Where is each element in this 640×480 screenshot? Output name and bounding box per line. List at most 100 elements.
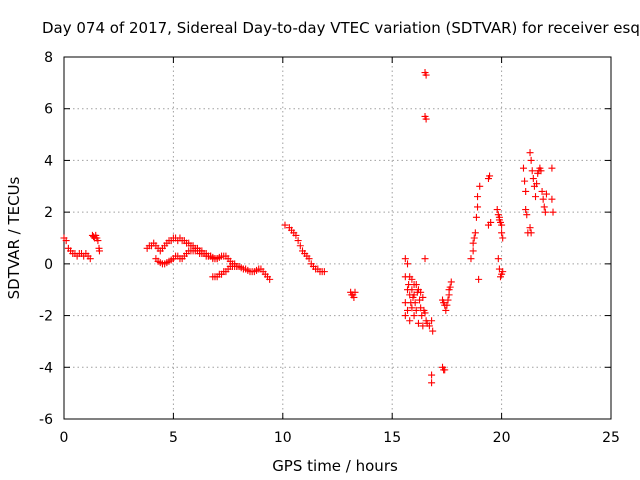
data-point <box>447 278 455 286</box>
data-point <box>522 187 530 195</box>
data-point <box>537 167 545 175</box>
series-segment <box>88 231 103 255</box>
data-point <box>487 218 495 226</box>
y-tick-label: -2 <box>39 309 53 325</box>
data-point <box>499 234 507 242</box>
data-point <box>519 164 527 172</box>
data-point <box>538 187 546 195</box>
data-point <box>95 247 103 255</box>
data-point <box>532 193 540 201</box>
data-point <box>494 255 502 263</box>
series-segment <box>281 221 328 276</box>
data-point <box>499 268 507 276</box>
data-point <box>429 327 437 335</box>
data-point <box>411 299 419 307</box>
data-point <box>529 175 537 183</box>
data-point <box>474 193 482 201</box>
data-point <box>498 221 506 229</box>
data-point <box>408 275 416 283</box>
y-tick-label: 0 <box>44 257 53 273</box>
x-tick-labels: 0 5 10 15 20 25 <box>60 430 620 446</box>
data-point <box>486 172 494 180</box>
grid <box>64 57 611 419</box>
data-point <box>470 234 478 242</box>
x-tick-label: 15 <box>383 430 401 446</box>
data-point <box>476 182 484 190</box>
data-point <box>521 177 529 185</box>
series-segment <box>347 288 359 301</box>
data-point <box>443 301 451 309</box>
data-point <box>281 221 289 229</box>
data-points <box>60 69 557 387</box>
x-tick-label: 0 <box>60 430 69 446</box>
x-axis-label: GPS time / hours <box>272 457 398 475</box>
data-point <box>351 288 359 296</box>
data-point <box>540 203 548 211</box>
data-point <box>408 304 416 312</box>
data-point <box>469 239 477 247</box>
data-point <box>408 286 416 294</box>
data-point <box>410 312 418 320</box>
data-point <box>421 309 429 317</box>
data-point <box>422 115 430 123</box>
data-point <box>404 306 412 314</box>
data-point <box>401 312 409 320</box>
data-point <box>417 288 425 296</box>
data-point <box>62 237 70 245</box>
data-point <box>498 229 506 237</box>
data-point <box>425 322 433 330</box>
data-point <box>446 283 454 291</box>
data-point <box>541 208 549 216</box>
data-point <box>428 317 436 325</box>
data-point <box>305 255 313 263</box>
data-point <box>266 275 274 283</box>
data-point <box>401 255 409 263</box>
data-point <box>294 237 302 245</box>
data-point <box>549 208 557 216</box>
axis-ticks <box>63 56 612 420</box>
series-segment <box>439 278 455 374</box>
data-point <box>527 156 535 164</box>
data-point <box>412 306 420 314</box>
series-segment <box>421 69 430 123</box>
data-point <box>419 293 427 301</box>
y-tick-label: 4 <box>44 153 53 169</box>
y-tick-labels: -6 -4 -2 0 2 4 6 8 <box>39 50 53 428</box>
data-point <box>495 216 503 224</box>
data-point <box>421 255 429 263</box>
data-point <box>94 237 102 245</box>
data-point <box>320 268 328 276</box>
data-point <box>442 306 450 314</box>
data-point <box>419 322 427 330</box>
series-segment <box>401 255 437 387</box>
data-point <box>86 255 94 263</box>
data-point <box>441 366 449 374</box>
y-tick-label: 2 <box>44 205 53 221</box>
data-point <box>412 281 420 289</box>
data-point <box>475 275 483 283</box>
y-tick-label: 6 <box>44 102 53 118</box>
data-point <box>527 229 535 237</box>
data-point <box>493 206 501 214</box>
data-point <box>523 211 531 219</box>
data-point <box>428 379 436 387</box>
data-point <box>472 213 480 221</box>
data-point <box>467 255 475 263</box>
x-tick-label: 10 <box>274 430 292 446</box>
series-segment <box>209 262 274 283</box>
data-point <box>404 260 412 268</box>
y-tick-label: -4 <box>39 360 53 376</box>
x-tick-label: 20 <box>493 430 511 446</box>
x-tick-label: 5 <box>169 430 178 446</box>
plot-area-border <box>63 56 612 420</box>
data-point <box>428 371 436 379</box>
x-tick-label: 25 <box>602 430 620 446</box>
data-point <box>414 319 422 327</box>
data-point <box>406 317 414 325</box>
data-point <box>422 71 430 79</box>
data-point <box>526 224 534 232</box>
series-segment <box>519 149 557 237</box>
data-point <box>533 180 541 188</box>
data-point <box>474 203 482 211</box>
